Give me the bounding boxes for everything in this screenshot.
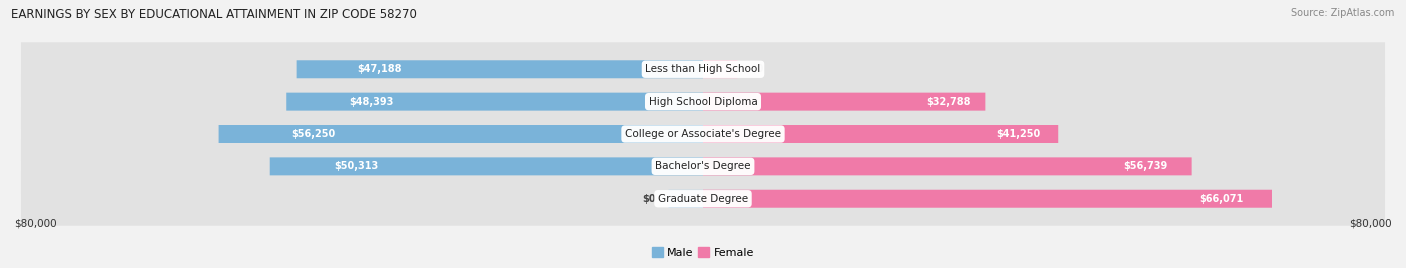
- FancyBboxPatch shape: [668, 190, 703, 208]
- Text: $47,188: $47,188: [357, 64, 402, 74]
- FancyBboxPatch shape: [21, 107, 1385, 161]
- Text: $32,788: $32,788: [927, 97, 972, 107]
- Text: $0: $0: [643, 194, 655, 204]
- Text: EARNINGS BY SEX BY EDUCATIONAL ATTAINMENT IN ZIP CODE 58270: EARNINGS BY SEX BY EDUCATIONAL ATTAINMEN…: [11, 8, 418, 21]
- Text: Source: ZipAtlas.com: Source: ZipAtlas.com: [1291, 8, 1395, 18]
- FancyBboxPatch shape: [703, 60, 738, 78]
- Text: $80,000: $80,000: [1350, 218, 1392, 228]
- Text: $41,250: $41,250: [997, 129, 1040, 139]
- Text: $56,250: $56,250: [291, 129, 336, 139]
- FancyBboxPatch shape: [21, 75, 1385, 129]
- FancyBboxPatch shape: [703, 93, 986, 111]
- Text: $80,000: $80,000: [14, 218, 56, 228]
- Text: $56,739: $56,739: [1123, 161, 1167, 171]
- Text: Less than High School: Less than High School: [645, 64, 761, 74]
- FancyBboxPatch shape: [703, 125, 1059, 143]
- Text: $66,071: $66,071: [1199, 194, 1243, 204]
- FancyBboxPatch shape: [21, 172, 1385, 226]
- FancyBboxPatch shape: [703, 157, 1192, 175]
- FancyBboxPatch shape: [297, 60, 703, 78]
- FancyBboxPatch shape: [703, 190, 1272, 208]
- FancyBboxPatch shape: [21, 139, 1385, 193]
- Text: $50,313: $50,313: [335, 161, 380, 171]
- Text: $48,393: $48,393: [349, 97, 394, 107]
- Text: High School Diploma: High School Diploma: [648, 97, 758, 107]
- FancyBboxPatch shape: [270, 157, 703, 175]
- Text: Graduate Degree: Graduate Degree: [658, 194, 748, 204]
- FancyBboxPatch shape: [218, 125, 703, 143]
- FancyBboxPatch shape: [287, 93, 703, 111]
- Text: $0: $0: [751, 64, 763, 74]
- Legend: Male, Female: Male, Female: [647, 243, 759, 262]
- Text: Bachelor's Degree: Bachelor's Degree: [655, 161, 751, 171]
- Text: College or Associate's Degree: College or Associate's Degree: [626, 129, 780, 139]
- FancyBboxPatch shape: [21, 42, 1385, 96]
